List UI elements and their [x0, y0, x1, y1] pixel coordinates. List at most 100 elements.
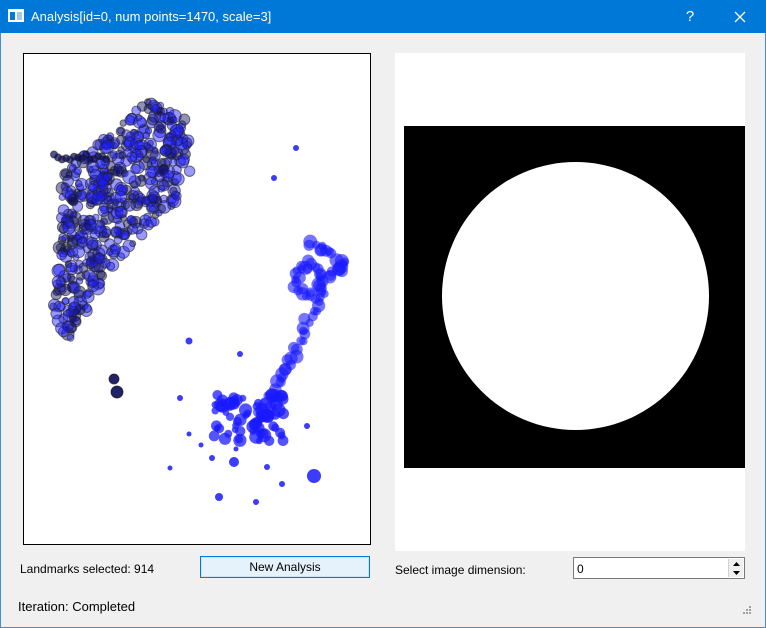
scatter-point: [100, 258, 111, 269]
scatter-point: [125, 131, 136, 142]
scatter-point: [64, 260, 73, 268]
scatter-point: [76, 271, 86, 281]
scatter-point: [151, 103, 161, 113]
scatter-point: [122, 239, 136, 253]
scatter-point: [293, 145, 299, 151]
scatter-point: [307, 469, 321, 483]
scatter-point: [74, 304, 86, 316]
close-icon: [734, 11, 746, 22]
scatter-point: [178, 113, 191, 126]
image-dimension-spinbox[interactable]: 0: [573, 557, 745, 579]
scatter-point: [60, 169, 70, 179]
scatter-point: [186, 431, 192, 437]
scatter-point: [325, 270, 337, 281]
scatter-point: [106, 139, 115, 149]
scatter-point: [57, 326, 70, 338]
scatter-point: [232, 416, 243, 427]
chevron-up-icon: [732, 561, 740, 566]
scatter-point: [177, 153, 190, 166]
scatter-point: [110, 226, 122, 238]
status-text: Iteration: Completed: [18, 599, 136, 614]
chevron-down-icon: [732, 570, 740, 575]
close-button[interactable]: [716, 0, 764, 33]
resize-grip-icon[interactable]: [742, 605, 752, 615]
window-icon: [8, 9, 24, 22]
scatter-point: [157, 163, 170, 176]
scatter-point: [303, 239, 315, 251]
scatter-point: [148, 156, 157, 165]
scatter-point: [109, 150, 118, 159]
scatter-point: [208, 430, 220, 442]
scatter-point: [146, 201, 158, 213]
scatter-point: [82, 290, 92, 299]
scatter-point: [50, 307, 63, 320]
scatter-point: [112, 165, 125, 177]
scatter-point: [218, 432, 232, 445]
scatter-point: [83, 269, 96, 282]
scatter-point: [110, 245, 118, 252]
scatter-point: [89, 168, 102, 182]
scatter-point: [150, 178, 159, 186]
scatter-point: [143, 137, 157, 152]
scatter-point: [72, 244, 86, 259]
scatter-point: [66, 273, 76, 282]
scatter-point: [170, 190, 180, 200]
scatter-point: [211, 407, 219, 415]
scatter-point: [135, 152, 144, 161]
scatter-point: [73, 233, 81, 241]
landmarks-selected-label: Landmarks selected: 914: [20, 562, 155, 576]
scatter-point: [271, 392, 282, 403]
scatter-point: [198, 442, 204, 448]
scatter-point: [145, 216, 158, 228]
scatter-point: [106, 132, 115, 141]
scatter-point: [108, 373, 120, 385]
scatter-point: [136, 229, 148, 241]
scatter-point: [271, 403, 286, 418]
scatter-point: [73, 166, 82, 176]
scatter-point: [228, 398, 240, 410]
scatter-point: [271, 175, 277, 181]
scatter-point: [59, 168, 73, 181]
scatter-point: [215, 493, 223, 501]
scatter-point: [279, 481, 285, 487]
scatter-point: [255, 403, 269, 417]
scatter-point: [253, 499, 259, 505]
scatter-point: [66, 333, 75, 342]
scatter-point: [246, 420, 260, 434]
scatter-point: [53, 300, 66, 313]
scatter-point: [152, 128, 167, 143]
scatter-plot-panel[interactable]: [23, 53, 371, 545]
new-analysis-button[interactable]: New Analysis: [200, 556, 370, 578]
scatter-point: [138, 174, 146, 182]
scatter-point: [113, 235, 123, 245]
scatter-point: [126, 223, 139, 235]
scatter-point: [243, 409, 252, 418]
spin-down-button[interactable]: [729, 568, 743, 577]
scatter-point: [102, 155, 110, 164]
scatter-point: [159, 146, 168, 155]
scatter-point: [75, 179, 83, 188]
scatter-point: [58, 232, 68, 242]
spinbox-arrows: [728, 559, 743, 577]
scatter-point: [212, 390, 223, 400]
scatter-point: [69, 211, 82, 224]
scatter-point: [128, 193, 136, 201]
scatter-point: [211, 401, 219, 409]
embedding-scatter-plot[interactable]: [24, 54, 370, 544]
scatter-point: [296, 336, 306, 346]
scatter-point: [95, 269, 106, 280]
scatter-point: [115, 126, 126, 137]
image-dimension-value[interactable]: 0: [577, 562, 584, 576]
scatter-point: [131, 105, 142, 116]
scatter-point: [62, 220, 76, 235]
scatter-point: [167, 465, 173, 471]
scatter-point: [88, 183, 98, 193]
scatter-point: [249, 430, 263, 444]
scatter-point: [98, 231, 110, 243]
scatter-point: [61, 186, 74, 199]
scatter-point: [157, 184, 166, 193]
help-button[interactable]: ?: [685, 8, 695, 25]
scatter-point: [105, 258, 120, 272]
scatter-point: [155, 209, 163, 217]
scatter-point: [100, 211, 114, 225]
